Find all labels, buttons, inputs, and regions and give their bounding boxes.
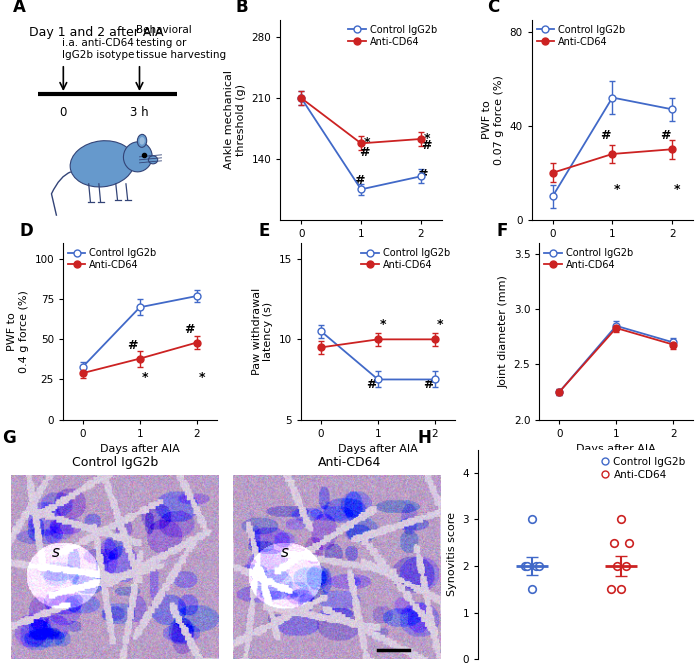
Text: #: # — [600, 129, 610, 143]
Text: #: # — [423, 378, 433, 391]
Text: F: F — [496, 222, 507, 240]
Point — [608, 537, 620, 548]
Point — [605, 584, 616, 595]
Text: *: * — [141, 371, 148, 384]
Text: #: # — [417, 168, 428, 180]
Text: #: # — [660, 129, 671, 143]
Point — [519, 561, 531, 571]
Text: i.a. anti-CD64
IgG2b isotype: i.a. anti-CD64 IgG2b isotype — [62, 37, 134, 60]
Text: *: * — [379, 318, 386, 332]
Legend: Control IgG2b, Anti-CD64: Control IgG2b, Anti-CD64 — [599, 455, 688, 482]
X-axis label: Days after AIA: Days after AIA — [573, 244, 652, 254]
Text: 0: 0 — [60, 106, 67, 119]
Ellipse shape — [70, 141, 134, 187]
Y-axis label: Ankle mechanical
threshold (g): Ankle mechanical threshold (g) — [225, 71, 246, 169]
Ellipse shape — [137, 135, 147, 147]
Point — [531, 561, 542, 571]
Point — [611, 561, 622, 571]
Point — [623, 537, 634, 548]
Text: #: # — [359, 146, 370, 159]
Point — [533, 561, 545, 571]
Y-axis label: PWF to
0.4 g force (%): PWF to 0.4 g force (%) — [7, 290, 29, 373]
Ellipse shape — [148, 156, 158, 164]
Text: 3 h: 3 h — [130, 106, 149, 119]
Legend: Control IgG2b, Anti-CD64: Control IgG2b, Anti-CD64 — [68, 248, 157, 270]
Legend: Control IgG2b, Anti-CD64: Control IgG2b, Anti-CD64 — [361, 248, 450, 270]
Text: A: A — [13, 0, 25, 16]
Text: H: H — [418, 430, 432, 448]
X-axis label: Days after AIA: Days after AIA — [576, 444, 656, 454]
Ellipse shape — [123, 142, 152, 172]
Text: #: # — [354, 174, 365, 186]
Text: #: # — [127, 339, 138, 352]
X-axis label: Days after AIA: Days after AIA — [100, 444, 180, 454]
Legend: Control IgG2b, Anti-CD64: Control IgG2b, Anti-CD64 — [348, 25, 437, 47]
Point — [522, 561, 533, 571]
Text: G: G — [3, 430, 16, 448]
Text: *: * — [437, 318, 443, 332]
Y-axis label: Paw withdrawal
latency (s): Paw withdrawal latency (s) — [252, 288, 273, 375]
Text: s: s — [281, 545, 288, 559]
Y-axis label: Joint diameter (mm): Joint diameter (mm) — [498, 275, 508, 388]
Text: *: * — [198, 371, 205, 384]
Point — [616, 514, 627, 525]
X-axis label: Days after AIA: Days after AIA — [321, 244, 401, 254]
Text: D: D — [20, 222, 34, 240]
Text: E: E — [258, 222, 270, 240]
Ellipse shape — [139, 137, 145, 145]
Point — [526, 584, 538, 595]
Point — [526, 514, 538, 525]
Text: Day 1 and 2 after AIA: Day 1 and 2 after AIA — [29, 26, 164, 39]
Point — [620, 561, 631, 571]
Y-axis label: PWF to
0.07 g force (%): PWF to 0.07 g force (%) — [482, 75, 504, 165]
Legend: Control IgG2b, Anti-CD64: Control IgG2b, Anti-CD64 — [544, 248, 633, 270]
Text: #: # — [185, 323, 195, 336]
Text: #: # — [366, 378, 377, 391]
Legend: Control IgG2b, Anti-CD64: Control IgG2b, Anti-CD64 — [537, 25, 625, 47]
Text: *: * — [674, 183, 680, 196]
X-axis label: Days after AIA: Days after AIA — [338, 444, 418, 454]
Text: B: B — [235, 0, 248, 16]
Text: *: * — [614, 183, 621, 196]
Point — [616, 584, 627, 595]
Y-axis label: Synovitis score: Synovitis score — [447, 512, 457, 597]
Text: Control IgG2b: Control IgG2b — [72, 456, 158, 469]
Text: Anti-CD64: Anti-CD64 — [318, 456, 382, 469]
Text: Behavioral
testing or
tissue harvesting: Behavioral testing or tissue harvesting — [136, 25, 226, 60]
Text: *: * — [364, 137, 370, 149]
Text: C: C — [486, 0, 499, 16]
Text: *: * — [424, 132, 430, 145]
Text: s: s — [52, 545, 60, 559]
Text: #: # — [421, 139, 431, 152]
